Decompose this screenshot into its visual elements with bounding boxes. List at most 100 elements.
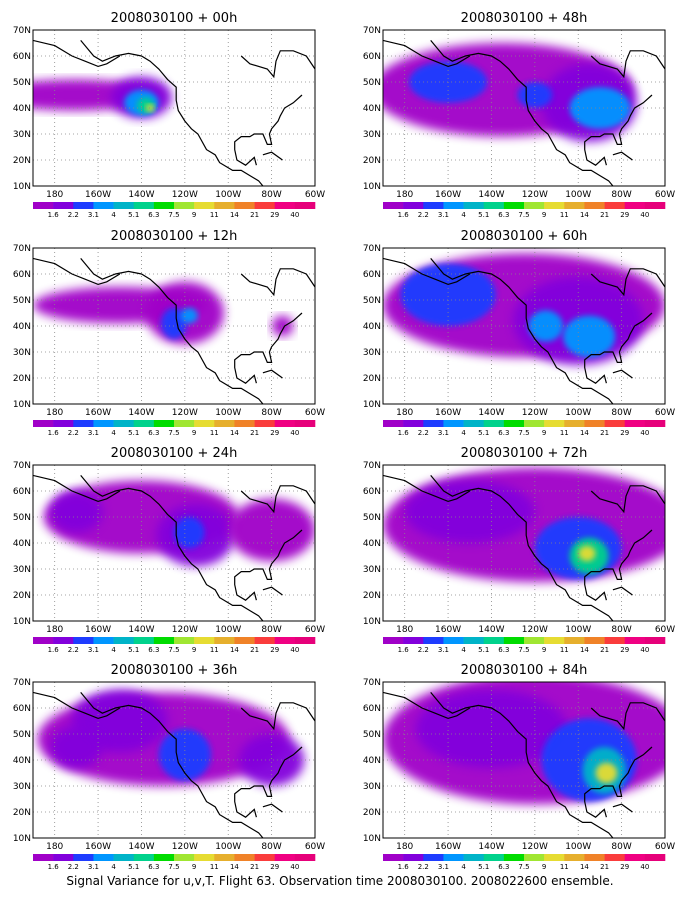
coastline xyxy=(612,586,633,596)
coastline xyxy=(383,257,471,286)
coastline xyxy=(590,50,665,79)
colorbar-segment xyxy=(564,854,585,861)
colorbar-label: 4 xyxy=(461,429,466,437)
latitude-label: 40N xyxy=(13,322,31,332)
colorbar-label: 11 xyxy=(560,863,569,871)
latitude-label: 20N xyxy=(363,591,381,601)
longitude-label: 120W xyxy=(172,408,198,418)
longitude-label: 140W xyxy=(478,408,504,418)
colorbar-label: 40 xyxy=(640,429,649,437)
longitude-label: 180 xyxy=(396,842,413,852)
panel-title: 2008030100 + 36h xyxy=(111,663,238,678)
colorbar-segment xyxy=(483,637,505,644)
panel-title: 2008030100 + 72h xyxy=(461,446,588,461)
latitude-label: 60N xyxy=(13,52,31,62)
longitude-label: 180 xyxy=(46,190,63,200)
colorbar-segment xyxy=(564,202,585,209)
coastline xyxy=(590,268,665,297)
colorbar-label: 21 xyxy=(250,646,259,654)
colorbar-segment xyxy=(194,637,215,644)
longitude-label: 140W xyxy=(128,190,154,200)
variance-contour xyxy=(415,689,568,768)
longitude-label: 60W xyxy=(305,842,325,852)
colorbar-segment xyxy=(234,202,255,209)
longitude-label: 140W xyxy=(478,625,504,635)
latitude-label: 50N xyxy=(13,730,31,740)
colorbar-label: 6.3 xyxy=(148,863,159,871)
colorbar-segment xyxy=(644,637,666,644)
colorbar-label: 3.1 xyxy=(88,863,99,871)
longitude-label: 100W xyxy=(565,625,591,635)
variance-contour xyxy=(404,480,535,543)
variance-contour xyxy=(50,491,103,533)
latitude-label: 50N xyxy=(363,78,381,88)
colorbar-segment xyxy=(214,420,235,427)
longitude-label: 100W xyxy=(565,842,591,852)
colorbar-segment xyxy=(174,420,195,427)
colorbar-label: 7.5 xyxy=(168,429,179,437)
colorbar-segment xyxy=(294,637,316,644)
latitude-label: 40N xyxy=(13,104,31,114)
colorbar-label: 6.3 xyxy=(498,646,509,654)
panel-title: 2008030100 + 24h xyxy=(111,446,238,461)
colorbar-segment xyxy=(234,420,255,427)
colorbar-segment xyxy=(113,854,135,861)
colorbar-segment xyxy=(93,854,114,861)
colorbar-segment xyxy=(153,854,175,861)
latitude-label: 60N xyxy=(363,704,381,714)
map-field xyxy=(383,248,665,404)
latitude-label: 30N xyxy=(13,130,31,140)
longitude-label: 60W xyxy=(305,625,325,635)
coastline xyxy=(262,151,283,161)
longitude-label: 140W xyxy=(478,842,504,852)
longitude-label: 80W xyxy=(611,408,631,418)
colorbar-label: 1.6 xyxy=(398,863,410,871)
coastline xyxy=(262,586,283,596)
colorbar-segment xyxy=(503,420,525,427)
latitude-label: 60N xyxy=(13,704,31,714)
colorbar-label: 14 xyxy=(230,429,239,437)
latitude-label: 50N xyxy=(363,513,381,523)
map-frame xyxy=(382,247,666,405)
longitude-label: 80W xyxy=(261,625,281,635)
colorbar-label: 4 xyxy=(111,863,116,871)
longitude-label: 100W xyxy=(215,408,241,418)
latitude-label: 10N xyxy=(13,617,31,627)
colorbar-label: 2.2 xyxy=(418,211,429,219)
colorbar-segment xyxy=(524,854,545,861)
colorbar-label: 7.5 xyxy=(168,211,179,219)
longitude-label: 80W xyxy=(611,190,631,200)
coastline xyxy=(430,40,614,186)
colorbar-segment xyxy=(624,637,646,644)
colorbar-label: 29 xyxy=(620,211,629,219)
colorbar-label: 7.5 xyxy=(518,429,529,437)
coastline xyxy=(612,803,633,813)
latitude-label: 40N xyxy=(363,104,381,114)
longitude-label: 160W xyxy=(85,842,111,852)
longitude-label: 180 xyxy=(46,408,63,418)
colorbar-label: 3.1 xyxy=(438,863,449,871)
variance-contour xyxy=(50,726,103,768)
colorbar-segment xyxy=(254,854,276,861)
colorbar-label: 11 xyxy=(210,863,219,871)
panel-title: 2008030100 + 60h xyxy=(461,229,588,244)
colorbar-segment xyxy=(274,854,296,861)
longitude-label: 120W xyxy=(172,625,198,635)
latitude-label: 50N xyxy=(13,296,31,306)
colorbar-segment xyxy=(174,202,195,209)
variance-contour xyxy=(578,545,596,562)
coastline xyxy=(590,702,665,731)
colorbar-segment xyxy=(423,854,444,861)
colorbar-segment xyxy=(214,854,235,861)
colorbar-label: 3.1 xyxy=(438,646,449,654)
colorbar-segment xyxy=(274,637,296,644)
colorbar-segment xyxy=(383,854,404,861)
colorbar-label: 4 xyxy=(111,429,116,437)
figure-caption: Signal Variance for u,v,T. Flight 63. Ob… xyxy=(66,874,613,888)
coastline xyxy=(584,529,653,601)
colorbar-segment xyxy=(93,637,114,644)
longitude-label: 80W xyxy=(611,842,631,852)
longitude-label: 160W xyxy=(85,190,111,200)
latitude-label: 50N xyxy=(363,730,381,740)
map-frame xyxy=(382,464,666,622)
